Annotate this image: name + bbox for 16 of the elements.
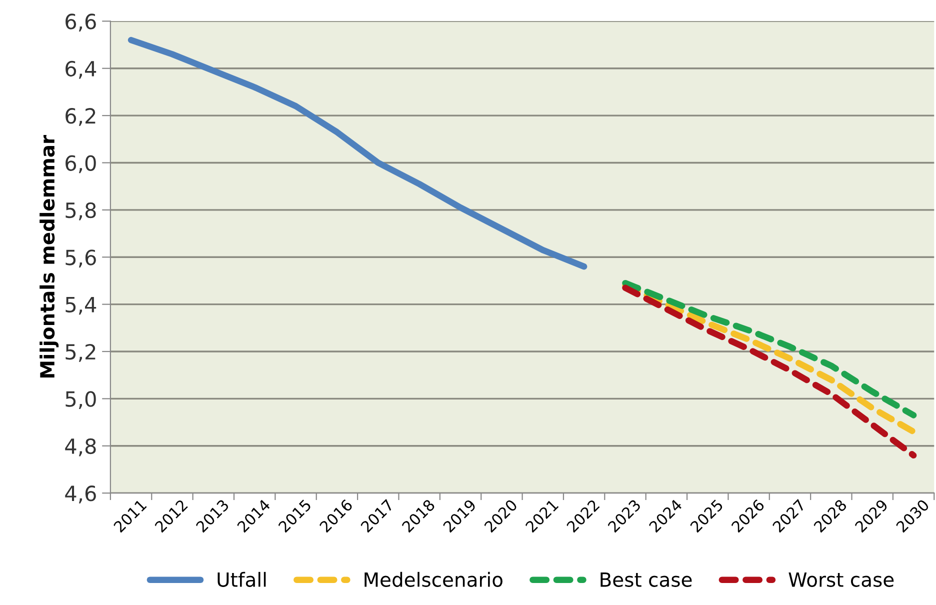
y-tick-label: 6,4 [66,60,96,79]
legend-label: Worst case [788,572,894,587]
y-tick-label: 4,8 [65,438,96,456]
legend-label: Medelscenario [364,572,502,587]
y-tick-label: 5,2 [66,344,96,362]
y-axis-title: Miljontals medlemmar [40,134,59,378]
y-tick-label: 5,8 [66,202,96,220]
y-tick-label: 4,6 [65,486,96,504]
y-tick-label: 5,6 [66,250,96,268]
y-tick-label: 6,0 [66,155,96,174]
y-tick-label: 5,4 [66,297,96,315]
legend-label: Utfall [218,572,266,587]
y-tick-label: 6,6 [66,14,96,32]
y-tick-label: 6,2 [66,108,96,126]
legend-label: Best case [600,572,692,587]
y-tick-label: 5,0 [66,391,96,410]
